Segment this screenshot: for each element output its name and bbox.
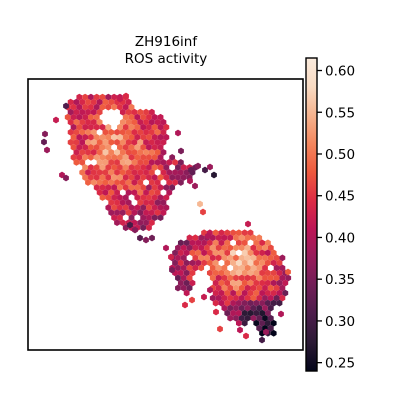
hex-spot — [182, 302, 188, 309]
hex-spot — [278, 311, 284, 318]
colorbar-tick-label: 0.40 — [325, 230, 355, 246]
hex-spot — [192, 183, 198, 190]
chart-title-line1: ZH916inf — [135, 34, 198, 50]
colorbar: 0.25 0.30 0.35 0.40 0.45 0.50 0.55 0.60 — [306, 58, 355, 372]
hex-spot — [213, 309, 219, 316]
hex-spot — [245, 221, 251, 228]
hex-spot — [44, 147, 50, 154]
hex-spot — [243, 333, 249, 340]
hex-spot — [41, 139, 47, 146]
colorbar-gradient — [306, 58, 317, 371]
hex-spot — [207, 164, 213, 171]
colorbar-tick-label: 0.25 — [325, 356, 355, 372]
colorbar-tick-label: 0.50 — [325, 147, 355, 163]
hex-spot — [163, 245, 169, 252]
colorbar-tick-label: 0.60 — [325, 64, 355, 80]
colorbar-tick-label: 0.35 — [325, 272, 355, 288]
hex-spot — [201, 294, 207, 301]
colorbar-tick-label: 0.55 — [325, 105, 355, 121]
hex-spot — [175, 130, 181, 137]
colorbar-tick-label: 0.30 — [325, 314, 355, 330]
hex-spot — [202, 167, 208, 174]
hex-spot — [259, 337, 265, 344]
hex-spot — [178, 148, 184, 155]
hex-spot — [197, 201, 203, 208]
hex-spot — [211, 172, 217, 179]
chart-title-line2: ROS activity — [125, 51, 208, 67]
hex-spot — [42, 131, 48, 138]
hex-spot — [237, 327, 243, 334]
hex-spot — [200, 209, 206, 216]
hex-spot — [149, 235, 155, 242]
colorbar-tick-label: 0.45 — [325, 189, 355, 205]
hexbin-spots — [41, 93, 291, 344]
hex-spot — [143, 237, 149, 244]
hex-spot — [53, 117, 59, 124]
hex-spot — [189, 297, 195, 304]
hex-spot — [217, 326, 223, 333]
hex-spot — [137, 235, 143, 242]
